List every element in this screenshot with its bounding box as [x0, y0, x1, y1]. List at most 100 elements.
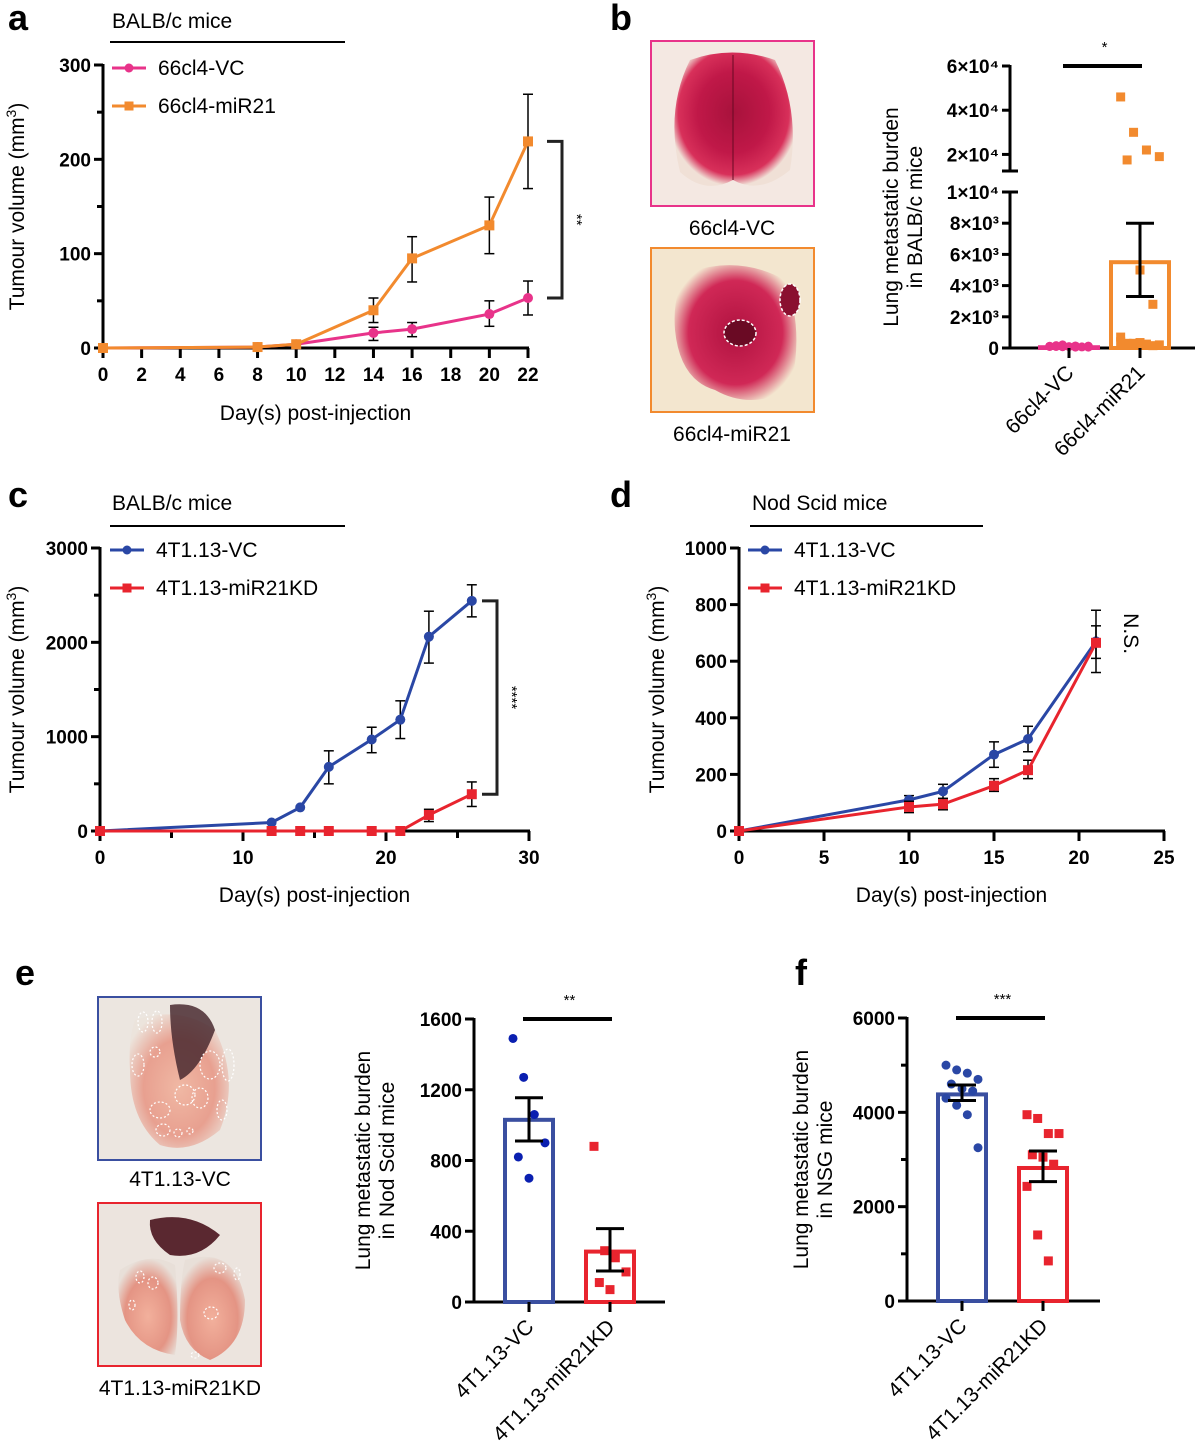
bar-group-4t1-13-mir21kd	[584, 1141, 636, 1304]
y-axis-label-line2: in NSG mice	[814, 1101, 837, 1219]
y-tick-label: 4000	[853, 1103, 895, 1124]
data-point	[989, 780, 999, 791]
data-point	[519, 1072, 529, 1082]
panel-letter-b: b	[610, 0, 632, 38]
data-point	[523, 293, 533, 304]
x-tick-label: 20	[375, 848, 396, 869]
data-point	[98, 343, 108, 353]
metastasis-outlines	[131, 1010, 235, 1138]
series-4t1-13-mir21kd	[95, 781, 477, 836]
chart-b-lung-burden-balbc: 0 2×10³ 4×10³ 6×10³ 8×10³ 1×10⁴ 2×10⁴ 4×10⁴ 6×10…	[880, 39, 1195, 461]
y-tick-label: 6×10³	[950, 245, 999, 266]
y-axis-label-text: Tumour volume (mm	[646, 600, 669, 793]
panel-letter-a: a	[8, 0, 29, 38]
data-point	[1054, 1129, 1064, 1139]
legend-swatch-marker	[760, 583, 770, 593]
y-tick-label: 800	[695, 596, 727, 617]
data-point	[605, 1285, 615, 1295]
chart-a-tumour-volume-66cl4: BALB/c mice 0 100 200 300 0 2 4 6 8 10 12 14 16 18 20 22…	[3, 10, 585, 425]
bar	[936, 1092, 988, 1304]
chart-header: BALB/c mice	[112, 10, 232, 33]
data-point	[1154, 152, 1164, 162]
y-tick-label: 8×10³	[950, 214, 999, 235]
legend-label: 66cl4-VC	[158, 57, 244, 80]
y-axis-label-text: Tumour volume (mm	[6, 117, 29, 310]
data-point	[466, 789, 477, 800]
series-line	[102, 140, 530, 350]
data-point	[600, 1246, 610, 1256]
y-tick-label: 4×10⁴	[947, 101, 999, 122]
legend-label: 4T1.13-VC	[794, 539, 896, 562]
data-point	[962, 1068, 972, 1078]
y-tick-label: 1600	[420, 1010, 462, 1031]
y-tick-label: 1200	[420, 1081, 462, 1102]
y-tick-label: 4×10³	[950, 277, 999, 298]
data-point	[1022, 1181, 1032, 1191]
data-point	[366, 826, 377, 836]
x-tick-label: 0	[734, 848, 745, 869]
photo-66cl4-mir21	[650, 247, 815, 413]
y-tick-label: 300	[59, 56, 91, 77]
legend-label: 4T1.13-miR21KD	[156, 577, 318, 600]
data-point	[1148, 341, 1158, 351]
data-point	[252, 342, 263, 353]
y-tick-label: 1000	[685, 539, 727, 560]
y-tick-label: 0	[988, 339, 999, 360]
x-tick-label: 15	[983, 848, 1005, 869]
data-point	[973, 1143, 983, 1153]
x-tick-label: 0	[95, 848, 106, 869]
data-point	[295, 826, 306, 836]
data-point	[1122, 338, 1132, 348]
x-tick-label: 10	[232, 848, 253, 869]
significance-label: ***	[994, 991, 1012, 1008]
panel-letter-d: d	[610, 474, 632, 515]
x-tick-label: 5	[819, 848, 830, 869]
x-tick-label: 10	[898, 848, 919, 869]
significance-label: *	[1102, 39, 1108, 56]
data-point	[323, 826, 334, 836]
data-point	[594, 1278, 604, 1288]
data-point	[529, 1110, 539, 1120]
series-66cl4-mir21	[98, 93, 533, 353]
data-point	[941, 1060, 951, 1070]
y-tick-label: 3000	[46, 539, 88, 560]
data-point	[1141, 339, 1151, 349]
data-point	[1023, 765, 1033, 776]
data-point	[291, 339, 302, 350]
data-point	[466, 595, 477, 606]
y-axis-label-line1: Lung metastatic burden	[352, 1051, 375, 1270]
x-category-label: 4T1.13-VC	[450, 1315, 538, 1403]
data-point	[1148, 299, 1158, 309]
x-tick-label: 12	[324, 365, 345, 386]
photo-66cl4-vc	[650, 40, 815, 207]
x-axis-label: Day(s) post-injection	[219, 884, 410, 907]
data-point	[323, 761, 334, 772]
y-tick-label: 2000	[853, 1198, 895, 1219]
data-point	[523, 136, 533, 147]
photo-caption-66cl4-mir21: 66cl4-miR21	[673, 423, 791, 446]
x-tick-label: 20	[1068, 848, 1089, 869]
data-point	[621, 1267, 631, 1277]
y-axis-label-end: )	[6, 586, 29, 593]
y-tick-label: 2000	[46, 633, 88, 654]
y-tick-label: 0	[884, 1292, 895, 1313]
x-axis-label: Day(s) post-injection	[856, 884, 1047, 907]
data-point	[989, 749, 999, 760]
metastasis-outline	[779, 283, 801, 317]
data-point	[423, 631, 434, 642]
data-point	[1116, 337, 1126, 347]
bar-group-4t1-13-vc	[503, 1033, 555, 1304]
y-tick-label: 1000	[46, 728, 88, 749]
data-point	[266, 817, 277, 828]
data-point	[938, 786, 948, 797]
data-point	[973, 1074, 983, 1084]
photo-4t113-mir21kd	[97, 1202, 262, 1367]
x-tick-label: 6	[214, 365, 225, 386]
significance-label: **	[568, 214, 585, 226]
data-point	[1154, 340, 1164, 350]
series-66cl4-vc	[98, 280, 533, 353]
data-point	[1129, 338, 1139, 348]
x-tick-label: 18	[440, 365, 461, 386]
series-line	[100, 792, 473, 833]
